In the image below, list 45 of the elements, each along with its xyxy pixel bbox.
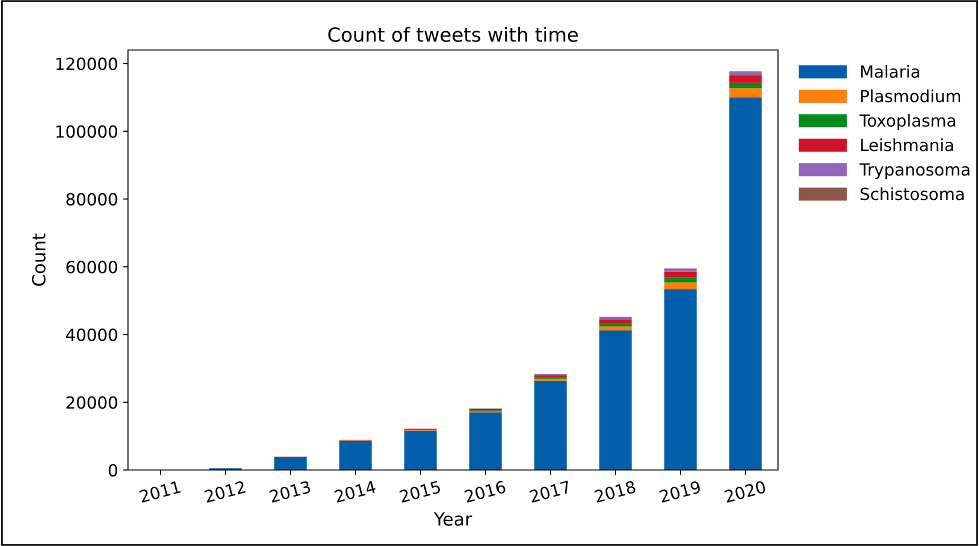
bar [729, 82, 762, 88]
x-tick-label: 2014 [334, 480, 376, 503]
bar [729, 88, 762, 98]
x-tick-label: 2017 [529, 480, 571, 503]
legend-label: Plasmodium [861, 89, 960, 102]
bar [469, 412, 502, 470]
bar [599, 323, 632, 326]
bar [664, 289, 697, 470]
bar [664, 282, 697, 290]
x-tick-label: 2018 [594, 480, 636, 503]
y-tick-label: 40000 [66, 328, 118, 342]
y-tick-label: 60000 [66, 260, 118, 274]
x-tick-label: 2013 [269, 480, 311, 503]
x-tick-label: 2016 [464, 480, 506, 503]
y-tick-label: 0 [108, 464, 118, 477]
x-axis-title: Year [434, 512, 472, 526]
bar [274, 456, 307, 470]
legend-label: Schistosoma [860, 187, 964, 200]
chart-title: Count of tweets with time [328, 26, 578, 42]
bar [534, 380, 567, 470]
x-tick-label: 2015 [399, 480, 441, 503]
legend-label: Leishmania [861, 138, 953, 152]
bar [664, 269, 697, 272]
y-tick-label: 100000 [56, 125, 118, 138]
x-tick-label: 2011 [139, 480, 181, 503]
y-axis-title: Count [32, 234, 46, 286]
bar [664, 272, 697, 278]
legend-label: Toxoplasma [859, 114, 956, 130]
bar [599, 330, 632, 470]
legend-label: Malaria [861, 65, 920, 78]
y-tick-label: 20000 [66, 396, 118, 409]
y-tick-label: 80000 [66, 192, 118, 206]
y-tick-label: 120000 [56, 58, 118, 70]
x-tick-label: 2019 [659, 480, 702, 503]
bar [729, 72, 762, 76]
legend-label: Trypanosoma [859, 163, 970, 179]
bar [664, 277, 697, 282]
bar [339, 440, 372, 470]
bar [729, 75, 762, 83]
bar [599, 326, 632, 330]
bar [729, 97, 762, 470]
x-tick-label: 2020 [724, 480, 766, 503]
bar [404, 430, 437, 470]
bar [599, 319, 632, 324]
x-tick-label: 2012 [204, 480, 246, 503]
